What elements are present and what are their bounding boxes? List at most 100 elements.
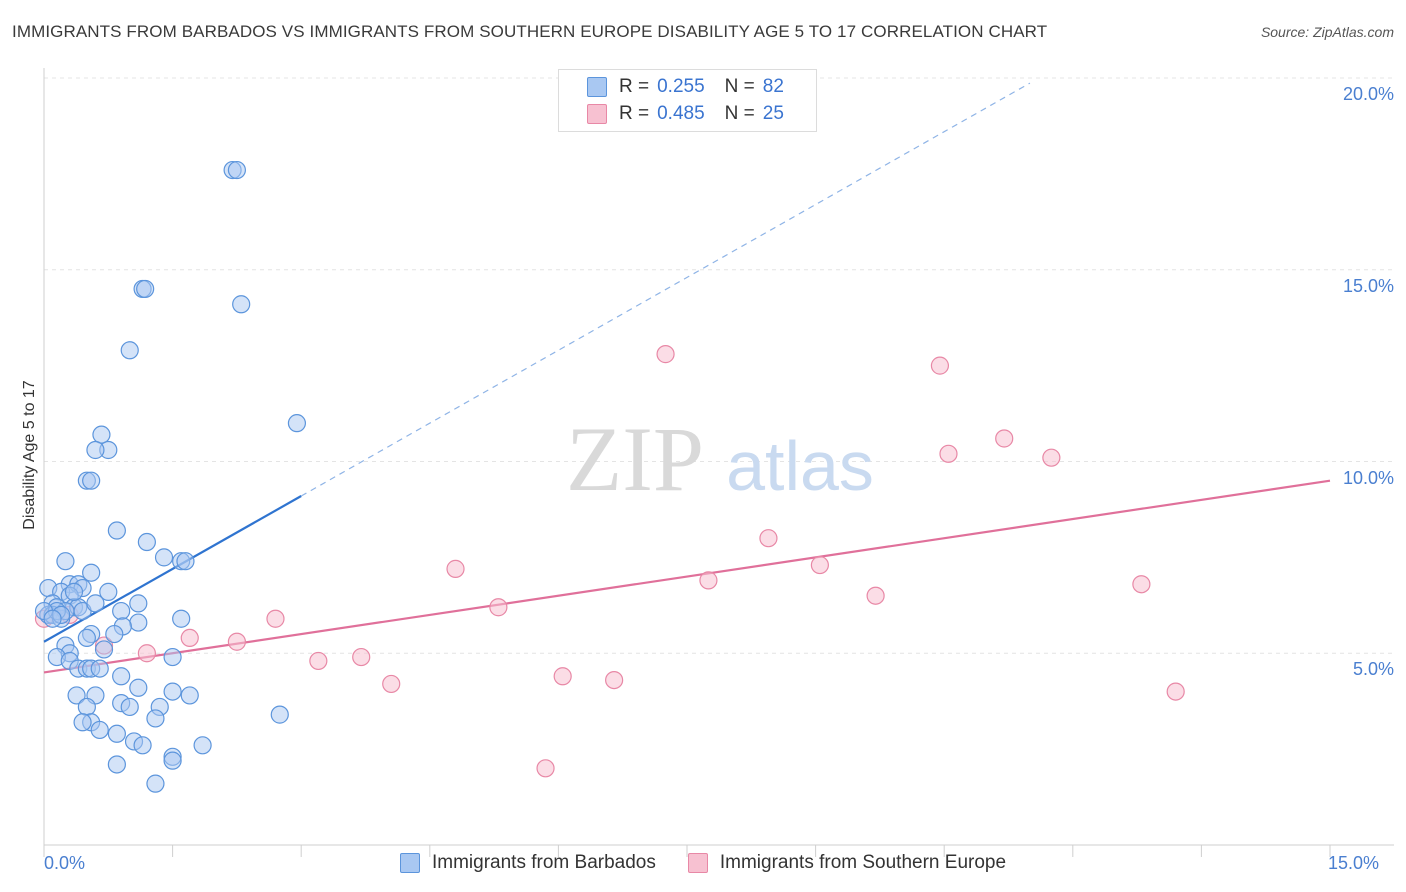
point-barbados: [99, 582, 118, 601]
point-barbados: [64, 582, 84, 601]
point-barbados: [129, 678, 148, 697]
r-value-seurope: 0.485: [657, 103, 705, 124]
point-seurope: [1132, 575, 1151, 594]
point-seurope: [137, 644, 156, 663]
point-seurope: [1166, 682, 1185, 701]
point-barbados: [136, 279, 155, 299]
point-barbados: [82, 471, 101, 490]
legend-swatch-seurope: [687, 853, 708, 873]
point-barbados: [146, 774, 165, 793]
point-barbados: [56, 552, 75, 571]
point-seurope: [227, 632, 246, 651]
point-seurope: [382, 674, 401, 694]
point-seurope: [352, 647, 371, 667]
r-label: R =: [619, 76, 650, 97]
point-barbados: [94, 640, 114, 659]
stats-row-seurope: R = 0.485 N = 25: [587, 102, 784, 126]
trend-line-barbados-extension: [300, 82, 1031, 497]
legend-swatch-barbados: [400, 853, 420, 873]
legend-item-barbados: Immigrants from Barbados: [400, 852, 656, 874]
point-barbados: [90, 659, 109, 678]
point-barbados: [77, 628, 96, 648]
point-seurope: [759, 529, 778, 548]
point-seurope: [446, 559, 465, 578]
y-tick-label: 5.0%: [1352, 659, 1394, 680]
stats-legend: R = 0.255 N = 82 R = 0.485 N = 25: [558, 69, 817, 132]
point-seurope: [939, 444, 958, 463]
point-barbados: [154, 548, 174, 567]
legend-label-seurope: Immigrants from Southern Europe: [719, 852, 1007, 873]
data-points: [34, 160, 1185, 793]
point-barbados: [227, 160, 246, 180]
point-seurope: [810, 555, 829, 575]
point-barbados: [129, 613, 148, 632]
legend-swatch-seurope: [587, 104, 607, 124]
point-barbados: [146, 709, 165, 728]
point-barbados: [172, 609, 191, 628]
r-label: R =: [619, 103, 650, 124]
point-seurope: [930, 356, 950, 375]
point-barbados: [107, 521, 126, 540]
point-seurope: [536, 759, 555, 778]
point-barbados: [163, 647, 182, 667]
point-barbados: [163, 751, 182, 770]
point-seurope: [656, 345, 675, 364]
y-tick-label: 20.0%: [1342, 84, 1394, 104]
point-barbados: [107, 755, 126, 774]
point-barbados: [112, 601, 131, 621]
y-tick-label: 15.0%: [1342, 275, 1394, 296]
watermark-atlas: atlas: [726, 427, 874, 505]
y-tick-label: 10.0%: [1342, 467, 1394, 488]
point-barbados: [129, 594, 148, 613]
watermark: ZIP atlas: [566, 408, 874, 510]
point-seurope: [995, 429, 1014, 448]
bottom-legend: Immigrants from Barbados Immigrants from…: [400, 852, 1038, 874]
stats-row-barbados: R = 0.255 N = 82: [587, 75, 784, 99]
point-barbados: [86, 440, 105, 460]
x-tick-label-min: 0.0%: [44, 853, 86, 873]
point-barbados: [120, 341, 139, 360]
trend-line-seurope: [43, 479, 1331, 674]
point-barbados: [232, 295, 251, 314]
point-seurope: [309, 651, 328, 671]
n-value-seurope: 25: [762, 103, 784, 124]
point-barbados: [67, 686, 86, 705]
point-seurope: [489, 598, 508, 617]
point-barbados: [90, 720, 109, 740]
point-barbados: [193, 736, 212, 755]
chart-source: Source: ZipAtlas.com: [1260, 24, 1394, 40]
point-seurope: [1042, 448, 1061, 467]
axes: [43, 68, 1394, 857]
point-seurope: [266, 609, 285, 628]
point-barbados: [82, 563, 101, 582]
n-label: N =: [724, 76, 755, 97]
point-seurope: [866, 586, 885, 605]
point-seurope: [699, 571, 718, 590]
point-barbados: [176, 552, 195, 571]
legend-item-seurope: Immigrants from Southern Europe: [687, 852, 1007, 874]
point-barbados: [77, 697, 96, 717]
point-barbados: [107, 724, 126, 743]
point-barbados: [73, 713, 92, 732]
point-barbados: [133, 736, 152, 755]
point-barbados: [137, 532, 156, 552]
point-barbados: [43, 609, 62, 628]
legend-label-barbados: Immigrants from Barbados: [432, 852, 656, 873]
point-barbados: [92, 425, 111, 444]
point-barbados: [163, 682, 182, 701]
r-value-barbados: 0.255: [657, 76, 705, 97]
point-barbados: [180, 686, 199, 705]
point-seurope: [180, 628, 199, 648]
point-barbados: [105, 624, 124, 644]
point-barbados: [120, 697, 139, 717]
n-value-barbados: 82: [762, 76, 784, 97]
legend-swatch-barbados: [587, 77, 607, 97]
point-barbados: [86, 594, 105, 613]
point-barbados: [112, 667, 131, 686]
x-tick-label-max: 15.0%: [1328, 853, 1380, 873]
point-seurope: [605, 670, 624, 690]
gridlines: [44, 77, 1394, 654]
watermark-zip: ZIP: [566, 408, 704, 510]
point-barbados: [287, 414, 307, 433]
